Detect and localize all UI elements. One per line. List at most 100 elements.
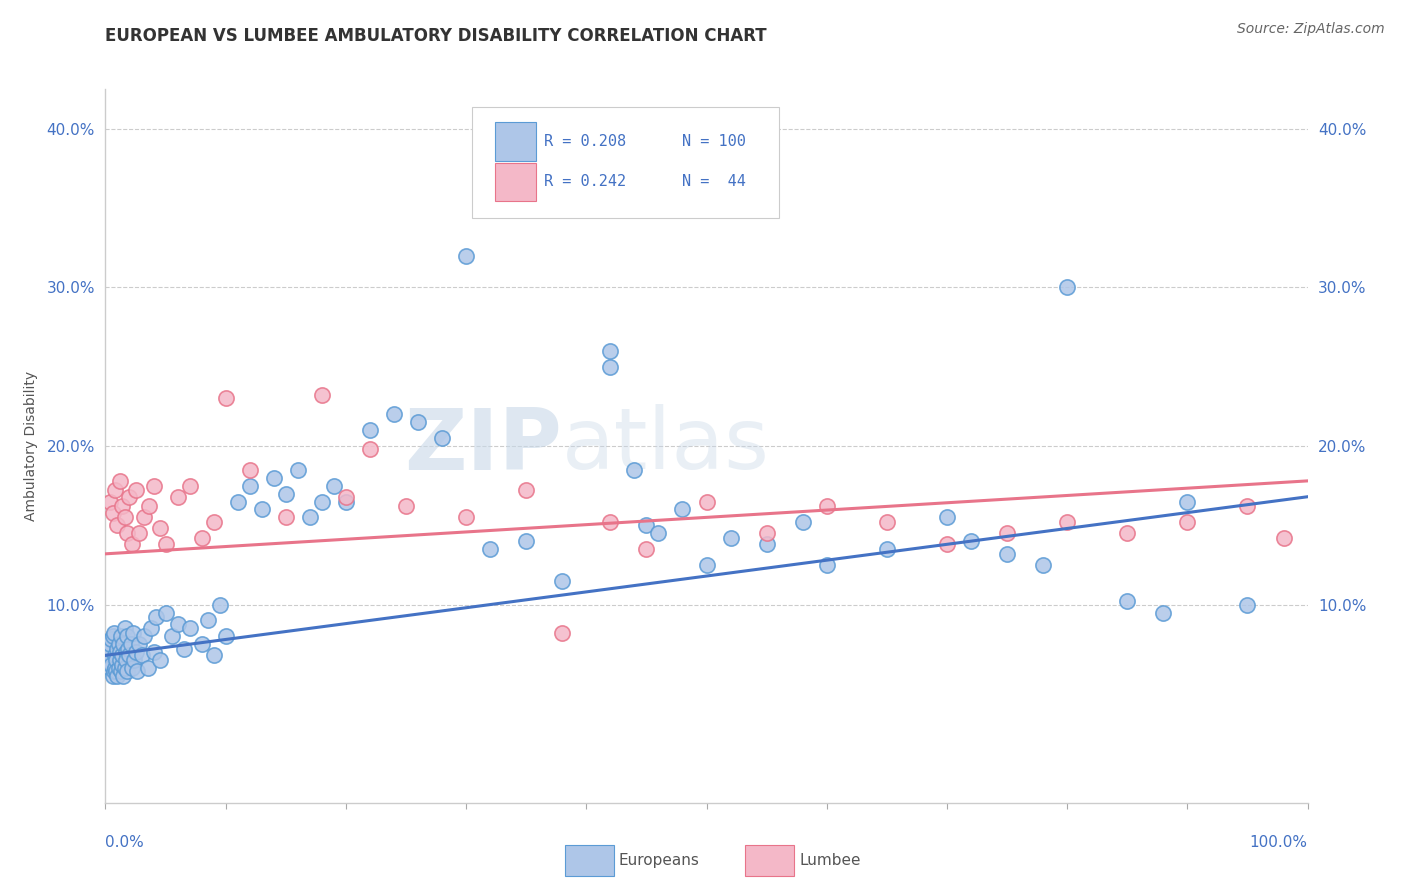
Point	[815, 558, 838, 572]
Point	[115, 526, 138, 541]
Point	[100, 657, 122, 672]
Point	[551, 574, 574, 588]
Text: N = 100: N = 100	[682, 134, 747, 149]
Point	[208, 598, 231, 612]
Point	[120, 637, 142, 651]
Point	[132, 510, 155, 524]
Point	[114, 621, 136, 635]
Point	[118, 490, 141, 504]
Point	[755, 537, 778, 551]
Point	[406, 415, 429, 429]
Point	[98, 637, 121, 651]
Point	[960, 534, 983, 549]
Point	[214, 629, 236, 643]
Point	[117, 642, 139, 657]
Point	[190, 637, 212, 651]
FancyBboxPatch shape	[565, 845, 614, 876]
Point	[122, 626, 145, 640]
Point	[623, 463, 645, 477]
Point	[636, 542, 658, 557]
Point	[263, 471, 285, 485]
Text: 0.0%: 0.0%	[105, 835, 145, 850]
Point	[359, 423, 381, 437]
Point	[128, 526, 150, 541]
Text: Lumbee: Lumbee	[799, 853, 860, 868]
Point	[1272, 531, 1295, 545]
Point	[1056, 280, 1078, 294]
Point	[98, 648, 121, 663]
Point	[515, 483, 537, 498]
Point	[108, 653, 131, 667]
Point	[111, 500, 134, 514]
Point	[101, 506, 124, 520]
Text: ZIP: ZIP	[405, 404, 562, 488]
Point	[97, 653, 120, 667]
Point	[114, 510, 136, 524]
Point	[287, 463, 309, 477]
Point	[599, 515, 621, 529]
Point	[101, 669, 124, 683]
Point	[311, 494, 333, 508]
Text: EUROPEAN VS LUMBEE AMBULATORY DISABILITY CORRELATION CHART: EUROPEAN VS LUMBEE AMBULATORY DISABILITY…	[105, 27, 768, 45]
Point	[155, 606, 177, 620]
Point	[359, 442, 381, 457]
Point	[454, 510, 477, 524]
Point	[876, 515, 898, 529]
Point	[395, 500, 418, 514]
Point	[214, 392, 236, 406]
Point	[148, 653, 170, 667]
Point	[124, 645, 146, 659]
Point	[1056, 515, 1078, 529]
Point	[115, 653, 138, 667]
Point	[112, 637, 135, 651]
Point	[239, 478, 262, 492]
Point	[179, 478, 201, 492]
Point	[100, 632, 122, 647]
Point	[111, 648, 134, 663]
Point	[132, 629, 155, 643]
Point	[107, 669, 129, 683]
Y-axis label: Ambulatory Disability: Ambulatory Disability	[24, 371, 38, 521]
Text: Source: ZipAtlas.com: Source: ZipAtlas.com	[1237, 22, 1385, 37]
Text: Europeans: Europeans	[619, 853, 700, 868]
Point	[454, 249, 477, 263]
Point	[636, 518, 658, 533]
Point	[1116, 526, 1139, 541]
Point	[815, 500, 838, 514]
Point	[148, 521, 170, 535]
Point	[121, 537, 143, 551]
Point	[936, 510, 959, 524]
Point	[876, 542, 898, 557]
Point	[599, 359, 621, 374]
FancyBboxPatch shape	[495, 122, 536, 161]
Point	[128, 637, 150, 651]
Point	[110, 629, 132, 643]
Point	[936, 537, 959, 551]
Point	[142, 478, 165, 492]
Point	[114, 661, 136, 675]
Text: N =  44: N = 44	[682, 175, 747, 189]
Point	[599, 343, 621, 358]
Point	[1175, 515, 1198, 529]
Point	[1236, 598, 1258, 612]
Text: R = 0.242: R = 0.242	[544, 175, 626, 189]
Point	[382, 407, 405, 421]
Point	[671, 502, 693, 516]
Point	[107, 642, 129, 657]
Point	[160, 629, 183, 643]
Point	[995, 547, 1018, 561]
Point	[112, 669, 135, 683]
Point	[118, 648, 141, 663]
Text: R = 0.208: R = 0.208	[544, 134, 626, 149]
Point	[124, 483, 146, 498]
Point	[98, 642, 121, 657]
Text: atlas: atlas	[562, 404, 770, 488]
Point	[274, 510, 297, 524]
Point	[202, 648, 225, 663]
Point	[96, 645, 118, 659]
Point	[696, 494, 718, 508]
Point	[479, 542, 502, 557]
Point	[575, 193, 598, 207]
Point	[103, 664, 125, 678]
Point	[995, 526, 1018, 541]
